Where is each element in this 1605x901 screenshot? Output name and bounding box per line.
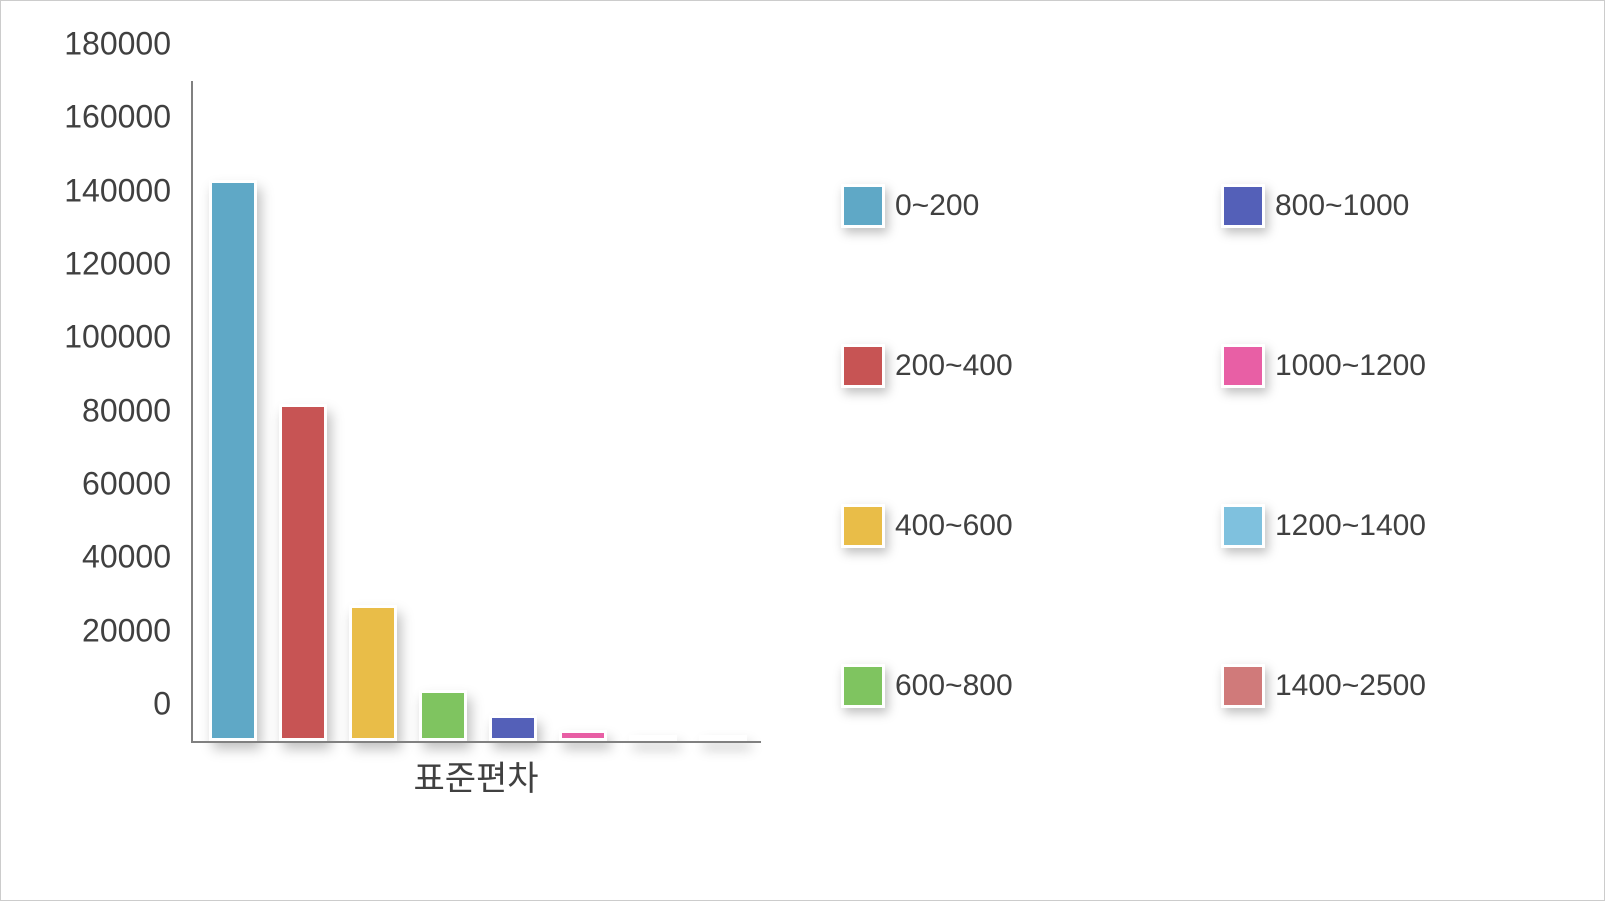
y-tick: 160000 [21,99,171,136]
legend-label: 600~800 [895,669,1013,703]
y-tick: 60000 [21,466,171,503]
chart-container: 0 20000 40000 60000 80000 100000 120000 140000 1… [0,0,1605,901]
legend-swatch [841,664,885,708]
y-tick: 0 [21,686,171,723]
legend-label: 1200~1400 [1275,509,1426,543]
bar [419,690,467,741]
legend-swatch [1221,344,1265,388]
legend-item: 1000~1200 [1221,326,1541,406]
x-axis-label: 표준편차 [191,751,761,800]
legend: 0~200 200~400 400~600 600~800 800~1000 1000~1… [841,166,1541,726]
legend-label: 400~600 [895,509,1013,543]
legend-swatch [841,344,885,388]
y-tick: 120000 [21,246,171,283]
legend-item: 0~200 [841,166,1161,246]
y-tick: 180000 [21,26,171,63]
x-axis-line [191,741,761,743]
legend-swatch [1221,184,1265,228]
legend-label: 200~400 [895,349,1013,383]
plot-area [191,81,761,741]
legend-item: 600~800 [841,646,1161,726]
bar [349,605,397,741]
y-tick: 80000 [21,392,171,429]
legend-label: 1400~2500 [1275,669,1426,703]
legend-label: 1000~1200 [1275,349,1426,383]
legend-swatch [1221,504,1265,548]
bar [279,404,327,741]
y-tick: 100000 [21,319,171,356]
legend-item: 800~1000 [1221,166,1541,246]
legend-label: 0~200 [895,189,979,223]
legend-item: 200~400 [841,326,1161,406]
legend-item: 1200~1400 [1221,486,1541,566]
y-tick: 140000 [21,172,171,209]
y-tick: 40000 [21,539,171,576]
y-tick: 20000 [21,612,171,649]
bar [559,730,607,741]
bar [489,715,537,741]
legend-label: 800~1000 [1275,189,1409,223]
bar [209,180,257,741]
y-axis: 0200004000060000800001000001200001400001… [31,81,181,741]
legend-swatch [1221,664,1265,708]
legend-swatch [841,184,885,228]
legend-swatch [841,504,885,548]
legend-item: 1400~2500 [1221,646,1541,726]
legend-item: 400~600 [841,486,1161,566]
